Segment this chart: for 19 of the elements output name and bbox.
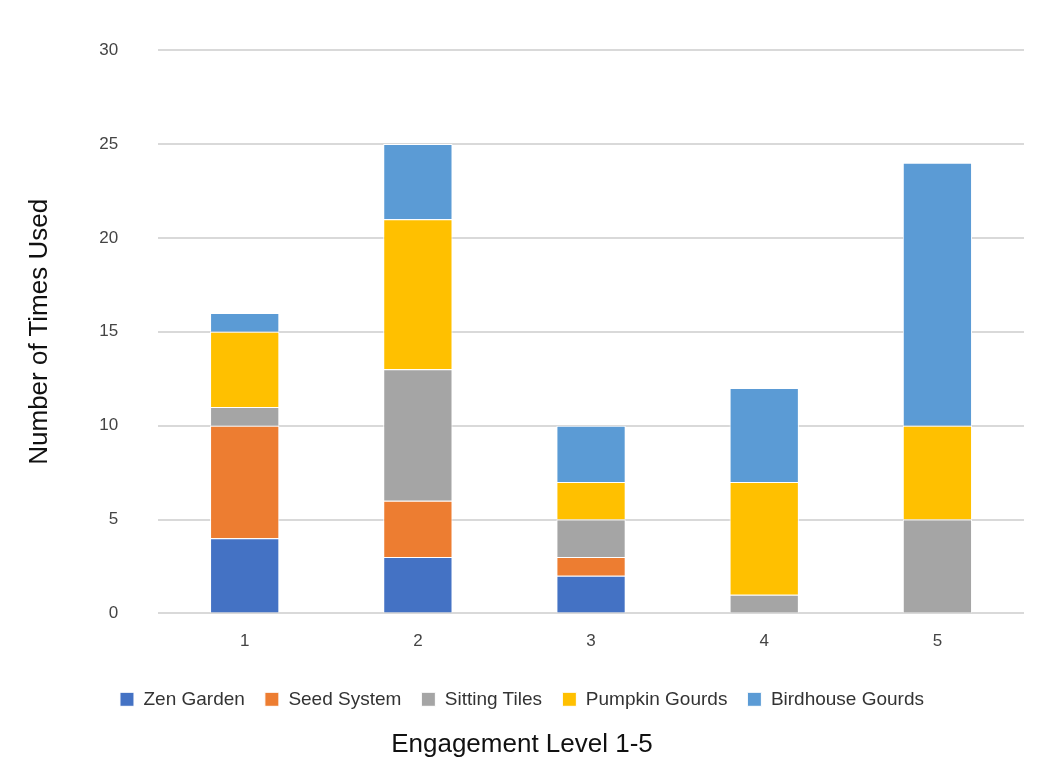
x-tick-label: 3 — [586, 631, 596, 651]
x-tick-label: 5 — [932, 631, 943, 651]
y-tick-label: 15 — [99, 321, 119, 341]
y-tick-label: 20 — [99, 227, 119, 247]
y-tick-label: 10 — [99, 415, 119, 435]
x-tick-label: 1 — [239, 631, 250, 651]
y-tick-label: 5 — [108, 509, 119, 529]
legend-label: Birdhouse Gourds — [770, 687, 925, 709]
legend-label: Zen Garden — [143, 687, 245, 709]
y-tick-label: 30 — [99, 39, 119, 59]
x-tick-label: 4 — [759, 631, 769, 651]
legend-label: Sitting Tiles — [444, 687, 543, 709]
y-tick-label: 0 — [108, 603, 119, 623]
legend-label: Seed System — [288, 687, 402, 709]
x-tick-label: 2 — [413, 631, 423, 651]
x-axis-title: Engagement Level 1-5 — [391, 727, 653, 758]
y-tick-label: 25 — [99, 133, 119, 153]
y-axis-title: Number of Times Used — [22, 198, 53, 465]
legend-label: Pumpkin Gourds — [585, 687, 728, 709]
